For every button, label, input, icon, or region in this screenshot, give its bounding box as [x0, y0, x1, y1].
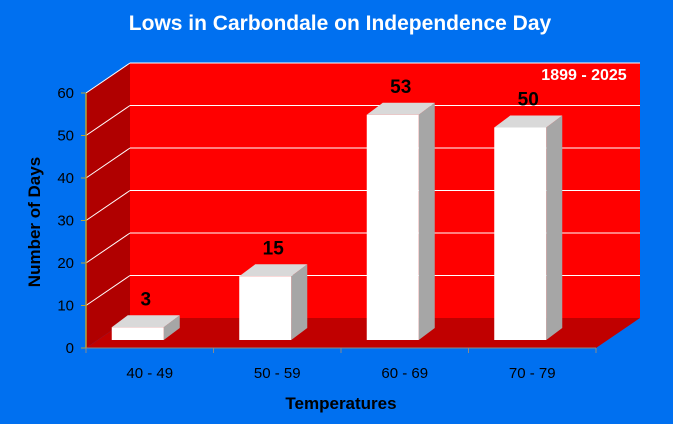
bar-front-face	[111, 327, 164, 340]
gridline-side	[85, 62, 131, 94]
y-tick-labels: 0 10 20 30 40 50 60	[57, 85, 74, 357]
x-tick-label: 40 - 49	[126, 365, 173, 382]
x-tick-labels: 40 - 49 50 - 59 60 - 69 70 - 79	[126, 365, 555, 382]
bar-front-face	[239, 276, 292, 340]
gridline-side	[85, 147, 131, 179]
bar	[366, 102, 435, 340]
bar-top-face	[111, 315, 180, 328]
x-tick-label: 70 - 79	[509, 365, 556, 382]
y-axis-title: Number of Days	[25, 157, 44, 287]
bar-front-face	[494, 127, 547, 340]
data-labels: 3 15 53 50	[140, 77, 538, 311]
gridline-side	[85, 190, 131, 221]
bar	[111, 315, 180, 340]
x-tick-label: 50 - 59	[254, 365, 301, 382]
bar-top-face	[239, 264, 308, 277]
y-tick-label: 30	[57, 213, 74, 230]
bars	[111, 102, 563, 340]
data-label: 15	[263, 238, 285, 259]
year-range-annotation: 1899 - 2025	[541, 67, 627, 84]
value-axis	[81, 92, 597, 353]
y-tick-label: 40	[57, 170, 74, 187]
y-tick-label: 20	[57, 255, 74, 272]
gridline-side	[85, 275, 131, 306]
bar-side-face	[418, 102, 435, 340]
x-tick-label: 60 - 69	[381, 365, 428, 382]
gridline-side	[85, 232, 131, 264]
y-tick-label: 10	[57, 298, 74, 315]
data-label: 50	[518, 90, 539, 111]
y-tick-label: 60	[57, 85, 74, 102]
bar-side-face	[546, 115, 563, 340]
y-tick-label: 50	[57, 128, 74, 145]
bar-side-face	[291, 264, 308, 340]
bar-side-face	[163, 315, 180, 340]
x-axis-title: Temperatures	[285, 394, 396, 413]
chart-title: Lows in Carbondale on Independence Day	[129, 12, 552, 35]
data-label: 53	[390, 77, 411, 98]
bar-top-face	[494, 115, 563, 128]
bar-top-face	[366, 102, 435, 115]
bar-front-face	[366, 114, 419, 340]
bar	[494, 115, 563, 340]
data-label: 3	[140, 289, 151, 310]
gridline-side	[85, 105, 131, 136]
bar	[239, 264, 308, 340]
y-tick-label: 0	[66, 340, 74, 357]
